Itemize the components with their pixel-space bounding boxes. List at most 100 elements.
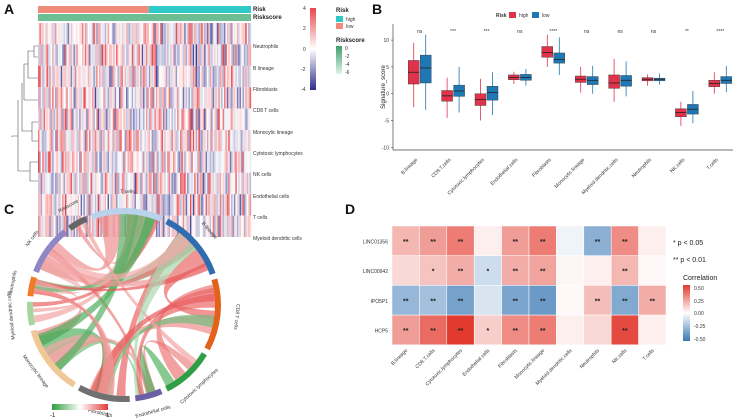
heatmap-cell — [155, 151, 158, 173]
heatmap-cell — [208, 87, 210, 109]
heatmap-cell — [225, 130, 228, 152]
heatmap-cell — [150, 151, 152, 173]
heatmap-cell — [121, 130, 124, 152]
heatmap-cell — [233, 23, 236, 45]
heatmap-cell — [238, 87, 240, 109]
box-low — [553, 52, 565, 64]
heatmap-cell — [121, 87, 124, 109]
heatmap-cell — [72, 172, 74, 195]
heatmap-cell — [151, 130, 154, 152]
heatmap-cell — [239, 151, 242, 173]
heatmap-cell — [248, 130, 250, 152]
heatmap-cell — [232, 23, 235, 45]
heatmap-cell — [185, 194, 188, 216]
heatmap-cell — [201, 23, 203, 45]
heatmap-cell — [134, 194, 137, 216]
chord-sector-label: Myeloid dendritic cells — [6, 290, 16, 340]
heatmap-cell — [53, 194, 56, 216]
heatmap-cell — [161, 151, 164, 173]
heatmap-cell — [242, 130, 245, 152]
heatmap-cell — [164, 172, 166, 195]
heatmap-cell — [199, 151, 202, 173]
heatmap-cell — [177, 87, 179, 109]
heatmap-cell — [128, 23, 131, 45]
heatmap-cell — [143, 23, 145, 45]
heatmap-cell — [116, 65, 118, 88]
heatmap-cell — [47, 151, 50, 173]
heatmap-cell — [43, 65, 46, 88]
heatmap-cell — [141, 108, 144, 130]
heatmap-cell — [46, 151, 49, 173]
heatmap-cell — [130, 130, 132, 152]
heatmap-cell — [131, 87, 134, 109]
heatmap-cell — [167, 65, 169, 88]
heatmap-cell — [212, 44, 215, 66]
heatmap-cell — [141, 44, 144, 66]
heatmap-cell — [93, 172, 95, 195]
heatmap-cell — [157, 87, 159, 109]
chord-ribbon — [103, 314, 215, 395]
heatmap-cell — [55, 23, 57, 45]
heatmap-cell — [69, 87, 71, 109]
heatmap-cell — [171, 130, 174, 152]
heatmap-cell — [79, 44, 81, 66]
heatmap-cell — [158, 44, 161, 66]
heatmap-cell — [52, 130, 54, 152]
heatmap-cell — [60, 65, 63, 88]
heatmap-cell — [206, 151, 209, 173]
heatmap-cell — [128, 65, 131, 88]
heatmap-cell — [64, 44, 67, 66]
correlation-cell — [583, 314, 612, 346]
heatmap-cell — [249, 130, 252, 152]
heatmap-cell — [117, 87, 120, 109]
heatmap-cell — [38, 194, 40, 216]
heatmap-cell — [194, 194, 196, 216]
heatmap-cell — [96, 194, 98, 216]
heatmap-cell — [59, 65, 61, 88]
heatmap-cell — [47, 130, 50, 152]
heatmap-cell — [205, 87, 208, 109]
heatmap-cell — [185, 108, 188, 130]
riskscore-legend-title: Riskscore — [336, 38, 365, 44]
heatmap-cell — [127, 23, 130, 45]
heatmap-cell — [100, 44, 103, 66]
heatmap-cell — [59, 87, 61, 109]
heatmap-cell — [218, 194, 220, 216]
heatmap-cell — [226, 172, 229, 195]
heatmap-cell — [144, 108, 147, 130]
heatmap-cell — [222, 108, 225, 130]
heatmap-cell — [162, 44, 165, 66]
heatmap-cell — [107, 194, 110, 216]
heatmap-cell — [235, 215, 237, 237]
heatmap-cell — [96, 172, 98, 195]
heatmap-cell — [170, 65, 172, 88]
heatmap-cell — [67, 87, 70, 109]
heatmap-cell — [249, 108, 252, 130]
heatmap-cell — [133, 108, 135, 130]
heatmap-cell — [40, 23, 43, 45]
heatmap-cell — [235, 87, 237, 109]
heatmap-cell — [162, 130, 165, 152]
y-axis-label: Signature_score — [381, 64, 387, 108]
heatmap-cell — [208, 194, 210, 216]
heatmap-cell — [214, 215, 216, 237]
row-label: T cells — [253, 215, 268, 221]
heatmap-cell — [216, 151, 219, 173]
heatmap-cell — [181, 172, 183, 195]
heatmap-cell — [215, 130, 218, 152]
heatmap-cell — [161, 215, 164, 237]
heatmap-cell — [153, 87, 155, 109]
heatmap-cell — [238, 194, 240, 216]
heatmap-cell — [216, 172, 219, 195]
heatmap-cell — [199, 194, 202, 216]
heatmap-cell — [135, 151, 138, 173]
heatmap-cell — [123, 194, 125, 216]
heatmap-cell — [158, 108, 161, 130]
heatmap-cell — [126, 194, 128, 216]
heatmap-cell — [148, 130, 151, 152]
heatmap-cell — [113, 108, 115, 130]
correlation-cell — [610, 285, 639, 316]
heatmap-cell — [154, 108, 157, 130]
heatmap-cell — [55, 87, 57, 109]
heatmap-cell — [212, 215, 215, 237]
